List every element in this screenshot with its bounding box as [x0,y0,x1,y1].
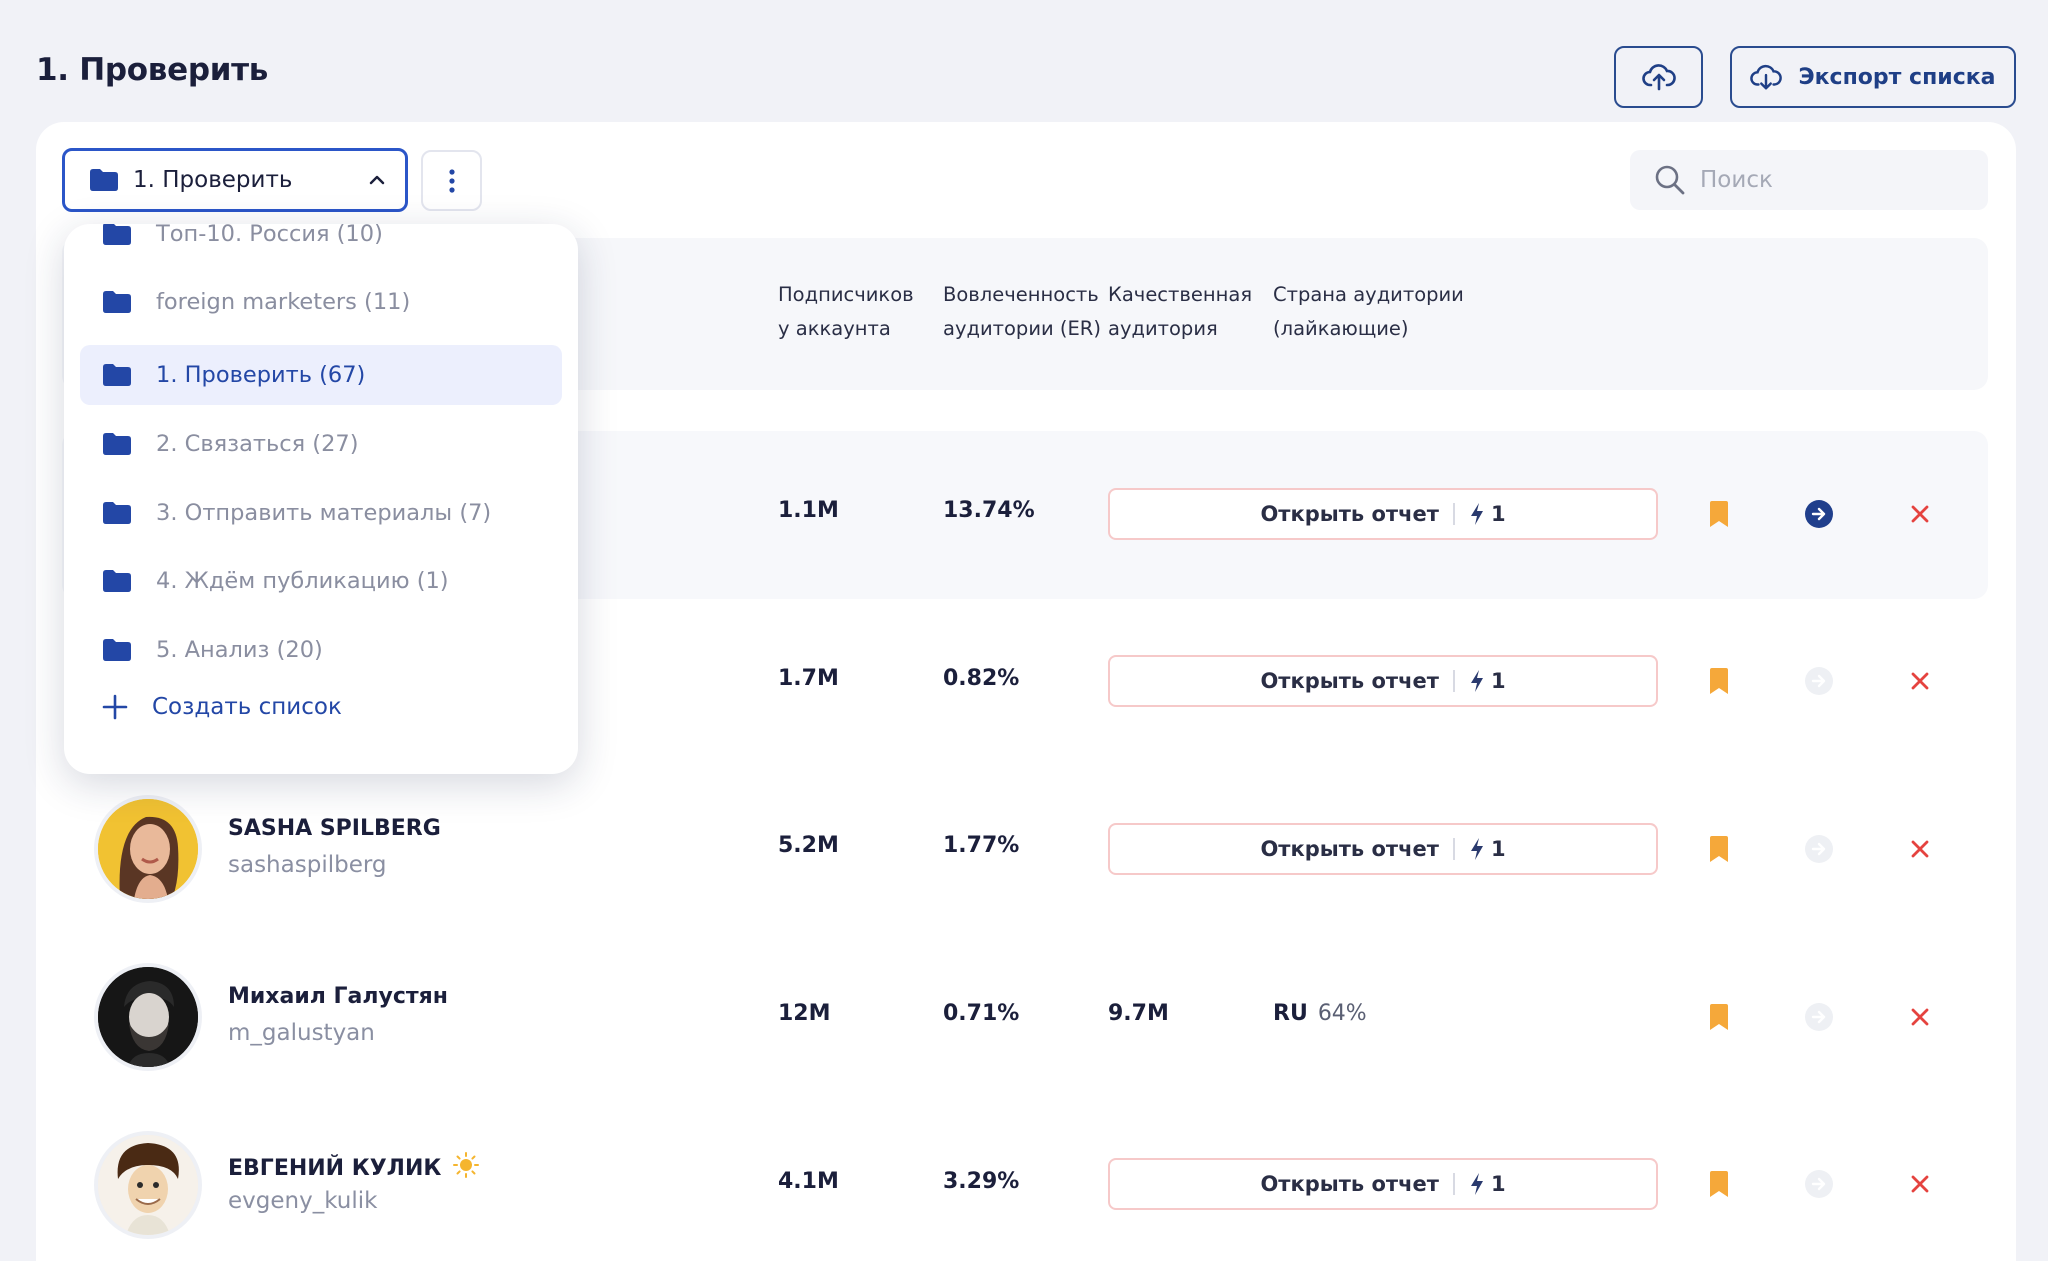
avatar-image [98,1135,198,1235]
open-report-button[interactable]: Открыть отчет 1 [1108,1158,1658,1210]
subscribers-value: 12M [778,1001,831,1026]
bookmark-icon[interactable] [1708,1003,1730,1031]
search-box[interactable] [1630,150,1988,210]
create-list-button[interactable]: Создать список [102,694,342,720]
arrow-right-icon [1811,842,1826,856]
chevron-up-icon [369,175,385,185]
export-list-button[interactable]: Экспорт списка [1730,46,2016,108]
profile-handle: m_galustyan [228,1020,375,1046]
close-icon[interactable] [1910,1007,1930,1027]
close-icon[interactable] [1910,839,1930,859]
column-subscribers[interactable]: Подписчиков у аккаунта [778,283,914,340]
engagement-value: 0.71% [943,1001,1020,1026]
lightning-icon [1470,670,1483,692]
profile-handle: evgeny_kulik [228,1188,378,1214]
arrow-right-icon [1811,507,1826,521]
subscribers-value: 1.7M [778,666,839,691]
list-dropdown-menu: Топ-10. Россия (10) foreign marketers (1… [64,224,578,774]
plus-icon [102,694,128,720]
avatar-image [98,967,198,1067]
go-to-profile-button[interactable] [1805,835,1833,863]
audience-country: RU 64% [1273,1001,1367,1026]
dropdown-item[interactable]: 4. Ждём публикацию (1) [80,551,562,611]
arrow-right-icon [1811,1177,1826,1191]
profile-name[interactable]: Михаил Галустян [228,984,448,1009]
dropdown-item[interactable]: Топ-10. Россия (10) [80,224,562,264]
close-icon[interactable] [1910,671,1930,691]
dropdown-item[interactable]: 2. Связаться (27) [80,414,562,474]
dropdown-item-selected[interactable]: 1. Проверить (67) [80,345,562,405]
more-options-button[interactable] [421,150,482,211]
dropdown-item[interactable]: 3. Отправить материалы (7) [80,483,562,543]
lightning-icon [1470,503,1483,525]
profile-name[interactable]: ЕВГЕНИЙ КУЛИК [228,1152,480,1181]
engagement-value: 0.82% [943,666,1020,691]
column-audience-country[interactable]: Страна аудитории (лайкающие) [1273,283,1464,340]
lightning-icon [1470,838,1483,860]
close-icon[interactable] [1910,504,1930,524]
folder-icon [103,224,131,245]
go-to-profile-button[interactable] [1805,1003,1833,1031]
open-report-button[interactable]: Открыть отчет 1 [1108,488,1658,540]
column-engagement[interactable]: Вовлеченность аудитории (ER) [943,283,1101,340]
cloud-download-icon [1750,64,1783,90]
folder-icon [90,169,118,191]
quality-audience-value: 9.7M [1108,1001,1169,1026]
folder-icon [103,433,131,455]
profile-handle: sashaspilberg [228,852,387,878]
folder-icon [103,639,131,661]
go-to-profile-button[interactable] [1805,1170,1833,1198]
cloud-upload-icon [1641,64,1676,91]
export-list-label: Экспорт списка [1798,64,1996,90]
avatar[interactable] [94,795,202,903]
go-to-profile-button[interactable] [1805,667,1833,695]
bookmark-icon[interactable] [1708,500,1730,528]
kebab-menu-icon [448,168,455,193]
table-row[interactable] [62,765,1988,933]
bookmark-icon[interactable] [1708,835,1730,863]
open-report-button[interactable]: Открыть отчет 1 [1108,655,1658,707]
close-icon[interactable] [1910,1174,1930,1194]
engagement-value: 13.74% [943,498,1035,523]
page-title: 1. Проверить [36,52,269,88]
dropdown-item[interactable]: 5. Анализ (20) [80,620,562,680]
list-select-label: 1. Проверить [133,167,293,193]
bookmark-icon[interactable] [1708,667,1730,695]
list-select[interactable]: 1. Проверить [62,148,408,212]
sun-icon [453,1152,480,1178]
avatar-image [98,799,198,899]
table-row[interactable] [62,932,1988,1100]
engagement-value: 3.29% [943,1169,1020,1194]
subscribers-value: 5.2M [778,833,839,858]
bookmark-icon[interactable] [1708,1170,1730,1198]
search-icon [1655,165,1685,195]
profile-name[interactable]: SASHA SPILBERG [228,816,441,841]
avatar[interactable] [94,963,202,1071]
go-to-profile-button[interactable] [1805,500,1833,528]
engagement-value: 1.77% [943,833,1020,858]
arrow-right-icon [1811,1010,1826,1024]
folder-icon [103,364,131,386]
lightning-icon [1470,1173,1483,1195]
arrow-right-icon [1811,674,1826,688]
folder-icon [103,570,131,592]
subscribers-value: 4.1M [778,1169,839,1194]
folder-icon [103,502,131,524]
dropdown-item[interactable]: foreign marketers (11) [80,272,562,332]
search-input[interactable] [1700,167,1950,193]
upload-button[interactable] [1614,46,1703,108]
folder-icon [103,291,131,313]
avatar[interactable] [94,1131,202,1239]
column-quality-audience[interactable]: Качественная аудитория [1108,283,1253,340]
subscribers-value: 1.1M [778,498,839,523]
open-report-button[interactable]: Открыть отчет 1 [1108,823,1658,875]
